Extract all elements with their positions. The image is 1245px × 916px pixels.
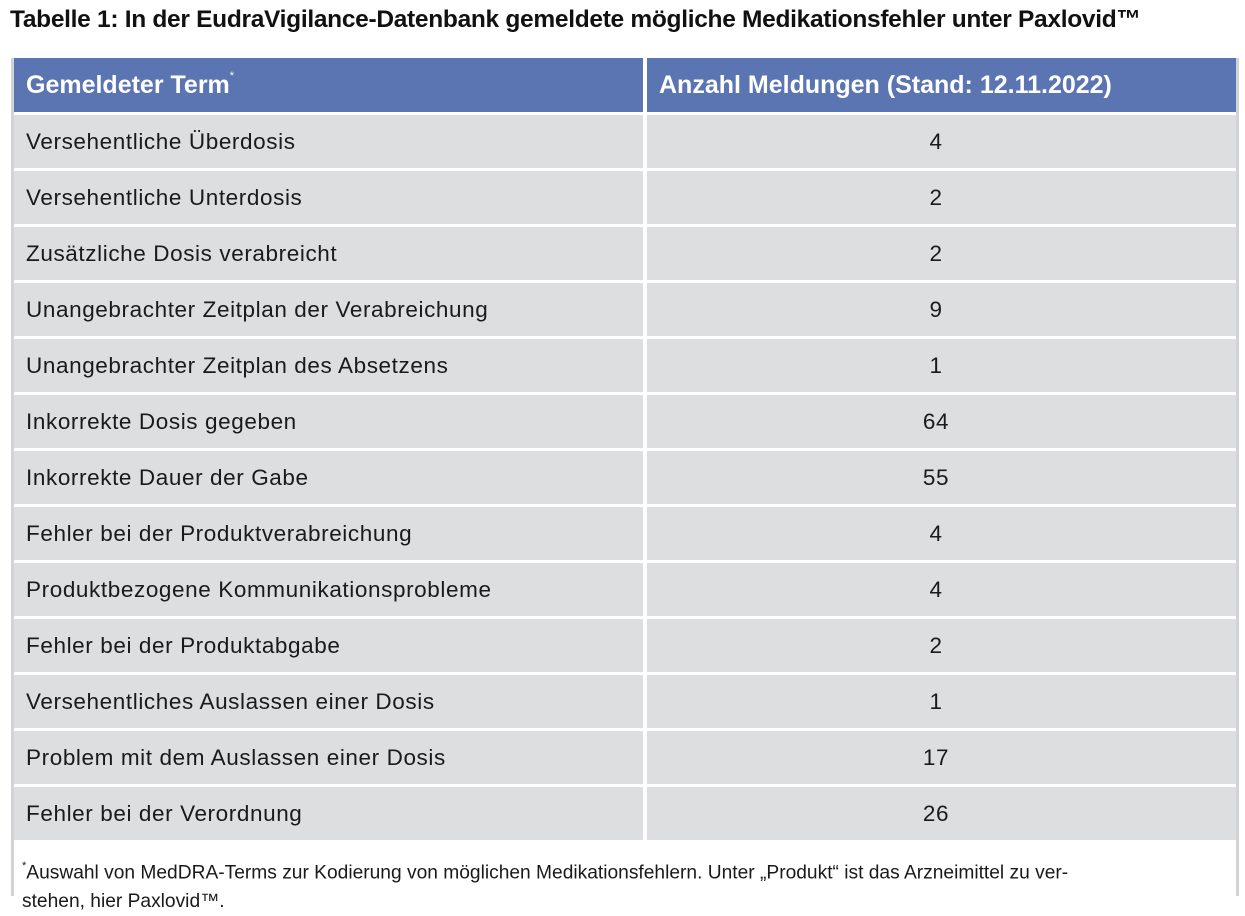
footnote-mark: *: [22, 860, 27, 872]
term-cell: Versehentliches Auslassen einer Dosis: [14, 675, 647, 731]
table-row: Inkorrekte Dosis gegeben 64: [14, 395, 1236, 451]
term-cell: Versehentliche Überdosis: [14, 115, 647, 171]
count-cell: 55: [647, 451, 1236, 507]
table-row: Problem mit dem Auslassen einer Dosis 17: [14, 731, 1236, 787]
count-cell: 4: [647, 563, 1236, 619]
count-cell: 4: [647, 115, 1236, 171]
footnote-text-line1: Auswahl von MedDRA-Terms zur Kodierung v…: [26, 862, 1069, 884]
medication-error-table: Gemeldeter Term* Anzahl Meldungen (Stand…: [14, 58, 1236, 840]
term-cell: Versehentliche Unterdosis: [14, 171, 647, 227]
term-cell: Produktbezogene Kommunikationsprobleme: [14, 563, 647, 619]
table-row: Versehentliche Unterdosis 2: [14, 171, 1236, 227]
count-cell: 2: [647, 619, 1236, 675]
table-footnote: *Auswahl von MedDRA-Terms zur Kodierung …: [14, 840, 1236, 916]
table-row: Unangebrachter Zeitplan des Absetzens 1: [14, 339, 1236, 395]
table-caption: Tabelle 1: In der EudraVigilance-Datenba…: [10, 6, 1141, 33]
count-cell: 4: [647, 507, 1236, 563]
table-row: Versehentliche Überdosis 4: [14, 115, 1236, 171]
term-cell: Fehler bei der Produktabgabe: [14, 619, 647, 675]
term-cell: Inkorrekte Dauer der Gabe: [14, 451, 647, 507]
count-cell: 64: [647, 395, 1236, 451]
footnote-marker: *: [229, 70, 235, 83]
term-cell: Inkorrekte Dosis gegeben: [14, 395, 647, 451]
table-row: Inkorrekte Dauer der Gabe 55: [14, 451, 1236, 507]
table-row: Produktbezogene Kommunikationsprobleme 4: [14, 563, 1236, 619]
count-cell: 1: [647, 339, 1236, 395]
count-cell: 2: [647, 171, 1236, 227]
column-header-term: Gemeldeter Term*: [14, 58, 647, 115]
table-frame: Gemeldeter Term* Anzahl Meldungen (Stand…: [11, 58, 1239, 916]
term-cell: Fehler bei der Produktverabreichung: [14, 507, 647, 563]
term-cell: Unangebrachter Zeitplan der Verabreichun…: [14, 283, 647, 339]
table-row: Unangebrachter Zeitplan der Verabreichun…: [14, 283, 1236, 339]
term-cell: Problem mit dem Auslassen einer Dosis: [14, 731, 647, 787]
count-cell: 1: [647, 675, 1236, 731]
term-cell: Zusätzliche Dosis verabreicht: [14, 227, 647, 283]
count-cell: 9: [647, 283, 1236, 339]
column-header-count: Anzahl Meldungen (Stand: 12.11.2022): [647, 58, 1236, 115]
table-row: Zusätzliche Dosis verabreicht 2: [14, 227, 1236, 283]
table-row: Fehler bei der Produktverabreichung 4: [14, 507, 1236, 563]
footnote-text-line2: stehen, hier Paxlovid™.: [22, 891, 225, 913]
count-cell: 2: [647, 227, 1236, 283]
table-row: Versehentliches Auslassen einer Dosis 1: [14, 675, 1236, 731]
table-header-row: Gemeldeter Term* Anzahl Meldungen (Stand…: [14, 58, 1236, 115]
term-cell: Fehler bei der Verordnung: [14, 787, 647, 840]
table-row: Fehler bei der Produktabgabe 2: [14, 619, 1236, 675]
count-cell: 26: [647, 787, 1236, 840]
table-row: Fehler bei der Verordnung 26: [14, 787, 1236, 840]
column-header-term-label: Gemeldeter Term: [26, 70, 230, 99]
count-cell: 17: [647, 731, 1236, 787]
term-cell: Unangebrachter Zeitplan des Absetzens: [14, 339, 647, 395]
